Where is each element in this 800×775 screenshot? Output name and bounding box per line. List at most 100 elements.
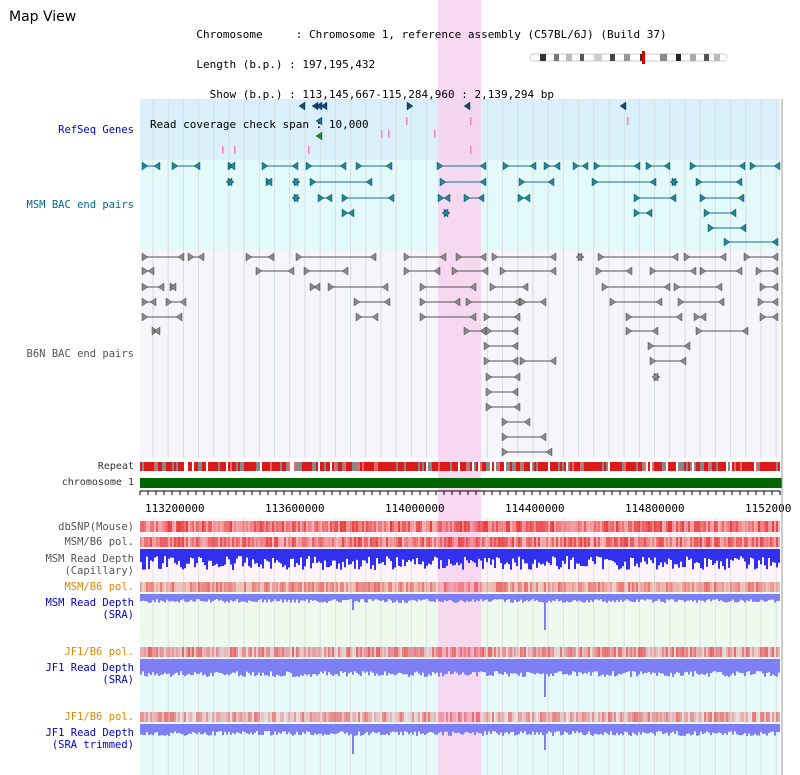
jf1-trimmed-depth-bar <box>556 724 558 732</box>
dbsnp-density <box>438 521 440 532</box>
jf1-trimmed-depth-bar <box>352 724 354 754</box>
msm-pol-density <box>520 537 522 547</box>
jf1-sra-depth-bar <box>624 659 626 673</box>
jf1-sra-depth-bar <box>514 659 516 674</box>
dbsnp-density <box>752 521 754 532</box>
jf1-trimmed-depth-bar <box>536 724 538 733</box>
b6n-bac-end <box>647 341 655 351</box>
jf1-sra-depth-bar <box>188 659 190 674</box>
msm-pol-density-2 <box>572 582 574 592</box>
dbsnp-density <box>772 521 774 532</box>
jf1-sra-depth-bar <box>358 659 360 675</box>
jf1-pol-density-2 <box>328 712 330 722</box>
jf1-trimmed-depth-bar <box>362 724 364 736</box>
msm-pol-density <box>528 537 530 547</box>
dbsnp-density <box>688 521 690 532</box>
msm-pol-density-2 <box>724 582 726 592</box>
msm-sra-depth-bar <box>264 594 266 600</box>
msm-depth-capillary-label[interactable]: MSM Read Depth (Capillary) <box>45 553 134 577</box>
jf1-sra-depth-bar <box>584 659 586 673</box>
msm-pol-density <box>774 537 776 547</box>
capillary-depth-bar <box>420 549 422 565</box>
capillary-depth-bar <box>404 549 406 567</box>
jf1-pol-label-2[interactable]: JF1/B6 pol. <box>64 711 134 723</box>
jf1-sra-depth-bar <box>658 659 660 673</box>
capillary-depth-bar <box>628 549 630 570</box>
jf1-pol-density-2 <box>234 712 236 722</box>
jf1-sra-depth-bar <box>244 659 246 677</box>
msm-pol-density <box>602 537 604 547</box>
msm-pol-density-2 <box>632 582 634 592</box>
msm-sra-depth-bar <box>716 594 718 600</box>
msm-depth-sra-label[interactable]: MSM Read Depth (SRA) <box>45 597 134 621</box>
msm-pol-density-2 <box>460 582 462 592</box>
msm-sra-depth-bar <box>260 594 262 600</box>
msm-pol-density-2 <box>436 582 438 592</box>
msm-pol-density <box>402 537 404 547</box>
jf1-trimmed-depth-bar <box>254 724 256 733</box>
msm-bac-end <box>436 161 444 171</box>
jf1-trimmed-depth-bar <box>272 724 274 735</box>
msm-pol-density-2 <box>224 582 226 592</box>
dbsnp-density <box>306 521 308 532</box>
b6n-bac-label[interactable]: B6N BAC end pairs <box>26 348 134 360</box>
jf1-sra-depth-bar <box>290 659 292 674</box>
repeat-element <box>436 462 438 471</box>
capillary-depth-bar <box>144 549 146 570</box>
jf1-sra-depth-bar <box>240 659 242 675</box>
msm-sra-depth-bar <box>522 594 524 603</box>
msm-pol-label-1[interactable]: MSM/B6 pol. <box>64 536 134 548</box>
msm-pol-density <box>414 537 416 547</box>
jf1-sra-depth-bar <box>200 659 202 673</box>
repeat-element <box>414 462 416 471</box>
dbsnp-density <box>642 521 644 532</box>
jf1-sra-depth-bar <box>418 659 420 674</box>
jf1-pol-density-2 <box>534 712 536 722</box>
jf1-pol-density-2 <box>718 712 720 722</box>
jf1-sra-depth-bar <box>406 659 408 675</box>
capillary-depth-bar <box>558 549 560 570</box>
capillary-depth-bar <box>156 549 158 557</box>
jf1-sra-depth-bar <box>770 659 772 676</box>
msm-pol-density <box>280 537 282 547</box>
refseq-genes-label[interactable]: RefSeq Genes <box>58 124 134 136</box>
msm-pol-density <box>630 537 632 547</box>
msm-pol-density-2 <box>570 582 572 592</box>
msm-pol-density <box>320 537 322 547</box>
jf1-depth-label[interactable]: JF1 Read Depth (SRA) <box>45 662 134 686</box>
jf1-trimmed-depth-bar <box>430 724 432 733</box>
jf1-trimmed-label[interactable]: JF1 Read Depth (SRA trimmed) <box>45 727 134 751</box>
jf1-trimmed-depth-bar <box>676 724 678 732</box>
msm-sra-depth-bar <box>750 594 752 600</box>
dbsnp-density <box>346 521 348 532</box>
jf1-pol-density <box>400 647 402 657</box>
chromosome-label[interactable]: chromosome 1 <box>61 477 134 488</box>
msm-pol-label-2[interactable]: MSM/B6 pol. <box>64 581 134 593</box>
jf1-pol-density <box>560 647 562 657</box>
msm-bac-label[interactable]: MSM BAC end pairs <box>26 199 134 211</box>
msm-pol-density <box>512 537 514 547</box>
jf1-pol-label-1[interactable]: JF1/B6 pol. <box>64 646 134 658</box>
jf1-trimmed-depth-bar <box>642 724 644 733</box>
capillary-depth-bar <box>556 549 558 566</box>
msm-pol-density <box>440 537 442 547</box>
msm-pol-density-2 <box>390 582 392 592</box>
jf1-pol-density-2 <box>552 712 554 722</box>
capillary-depth-bar <box>534 549 536 560</box>
msm-pol-density-2 <box>256 582 258 592</box>
capillary-depth-bar <box>594 549 596 565</box>
repeat-element <box>572 462 574 471</box>
capillary-depth-bar <box>568 549 570 570</box>
capillary-depth-bar <box>528 549 530 570</box>
dbsnp-label[interactable]: dbSNP(Mouse) <box>58 521 134 533</box>
jf1-sra-depth-bar <box>156 659 158 674</box>
msm-pol-density <box>412 537 414 547</box>
dbsnp-density <box>572 521 574 532</box>
repeat-label[interactable]: Repeat <box>97 461 134 472</box>
msm-pol-density-2 <box>248 582 250 592</box>
jf1-sra-depth-bar <box>324 659 326 672</box>
repeat-element <box>388 462 390 471</box>
capillary-depth-bar <box>480 549 482 561</box>
msm-pol-density-2 <box>426 582 428 592</box>
jf1-pol-density-2 <box>652 712 654 722</box>
